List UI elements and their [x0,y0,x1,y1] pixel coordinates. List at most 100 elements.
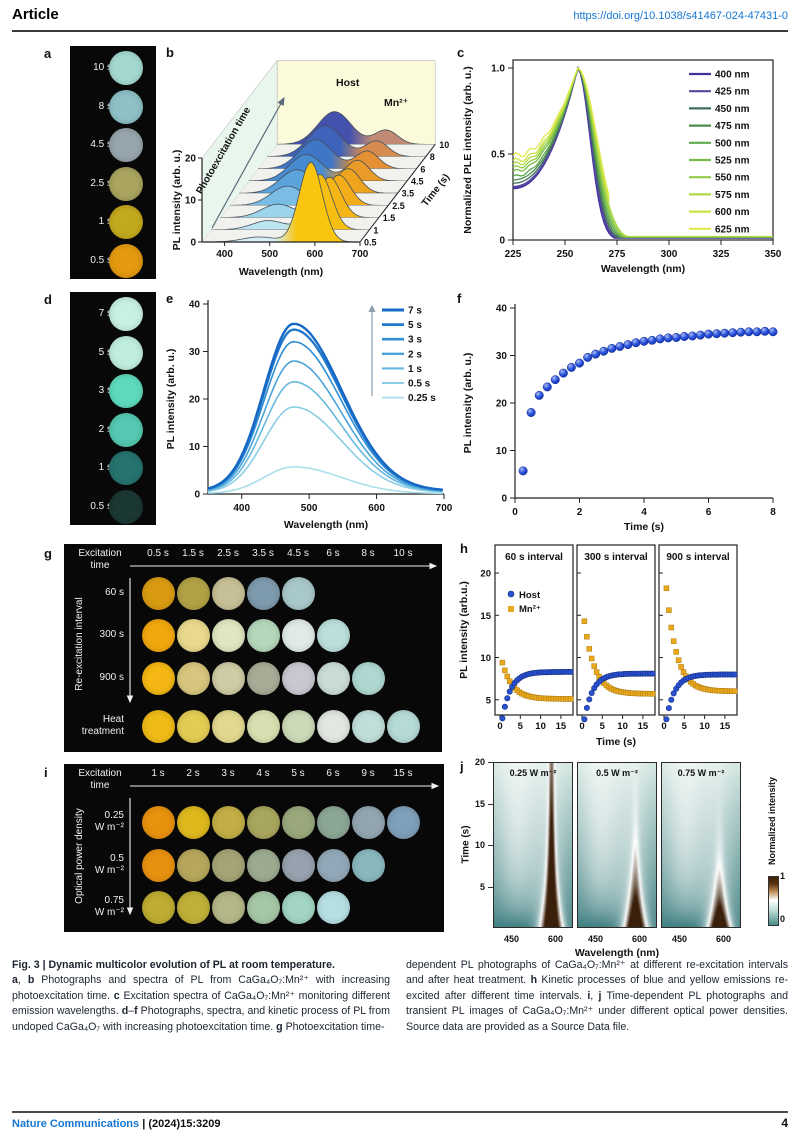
sample-photo [141,805,175,839]
sample-photo [109,297,143,331]
y-axis-label: Time (s) [460,825,472,864]
sample-photo [281,618,315,652]
panel-g-photo-grid: Excitation time 0.5 s 1.5 s 2.5 s 3.5 s 4.5 s 6… [64,544,442,752]
colorbar-label: Normalized intensity [767,776,777,866]
power-density-title: 0.75 W m⁻² [677,768,725,778]
mn-annotation: Mn²⁺ [384,97,408,109]
x-tick: 600 [547,934,564,944]
svg-text:250: 250 [557,249,574,260]
photo-time-label: 8 s [98,100,112,112]
mn-data-point [731,688,738,694]
panel-letter-j: j [460,759,464,774]
column-time-label: 10 s [393,548,413,559]
data-point [687,331,697,341]
sample-photo [316,618,350,652]
sample-photo [211,805,245,839]
svg-text:4: 4 [641,507,647,518]
legend-label: 425 nm [715,87,750,98]
svg-text:10: 10 [480,653,491,664]
svg-text:700: 700 [436,503,453,514]
svg-text:300: 300 [661,249,678,260]
host-data-point [586,696,593,703]
caption-text: a [12,974,18,987]
svg-text:10: 10 [535,721,546,732]
sample-photo [141,848,175,882]
photo-time-label: 7 s [98,308,112,319]
mn-data-point [673,649,679,655]
legend-label: 2 s [408,349,422,360]
host-data-point [670,690,677,697]
journal-name: Nature Communications [12,1118,140,1130]
footer-citation: Nature Communications | (2024)15:3209 [12,1118,221,1130]
legend-label: 7 s [408,306,422,317]
x-tick: 600 [715,934,732,944]
photo-time-label: 1 s [98,216,112,228]
svg-text:0: 0 [190,238,196,249]
sample-photo [109,490,143,524]
mn-data-point [678,664,684,670]
svg-text:20: 20 [185,154,197,165]
mn-data-point [675,657,682,664]
svg-text:10: 10 [699,721,710,732]
mn-data-point [668,624,675,631]
data-point [599,346,609,356]
sample-photo [176,576,210,610]
sample-photo [109,89,143,124]
panel-d-photo-strip: 7 s 5 s 3 s 2 s 1 s 0.5 s [70,292,156,525]
figure-caption-right: dependent PL photographs of CaGa₄O₇:Mn²⁺… [406,958,788,1035]
caption-text: Kinetic processes of blue and yellow emi… [406,974,788,1002]
panel-letter-e: e [166,291,174,306]
legend-label: 475 nm [715,121,750,132]
figure-caption-left: Fig. 3 | Dynamic multicolor evolution of… [12,958,390,1035]
x-tick: 450 [503,934,520,944]
x-axis-label: Wavelength (nm) [239,266,323,278]
data-point [526,408,536,417]
grid-arrows [126,562,438,704]
data-point [768,327,778,337]
data-point [575,358,584,368]
pl-curve [207,322,443,491]
legend-label: 1 s [408,364,422,375]
data-point [663,333,673,343]
sample-photo [246,805,280,839]
svg-text:0: 0 [661,721,666,732]
transient-pl-heatmap [577,762,657,928]
column-time-label: 0.5 s [147,548,169,559]
svg-text:15: 15 [638,721,649,732]
legend-label: 525 nm [715,156,750,167]
caption-text: Photographs, spectra, and kinetic proces… [12,1005,390,1033]
legend-host-label: Host [519,590,541,601]
doi-link[interactable]: https://doi.org/10.1038/s41467-024-47431… [573,10,788,22]
sample-photo [211,890,245,924]
svg-text:500: 500 [261,249,278,260]
excitation-time-header: Excitation time [78,768,122,791]
y-axis-label: Normalized PLE intensity (arb. u.) [462,66,474,233]
legend-mn-marker [508,606,514,612]
svg-text:30: 30 [189,347,201,358]
sample-photo [109,335,143,370]
colorbar [768,876,779,926]
photo-time-label: 2.5 s [90,177,112,189]
mn-data-point [588,655,595,662]
colorbar-tick-high: 1 [780,871,786,881]
grid-arrows [126,782,440,916]
photo-time-label: 0.5 s [90,255,112,266]
panel-c-ple-chart: 225 250 275 300 325 350 0 0.5 1.0 400 nm 425 nm 450… [455,44,788,284]
svg-text:20: 20 [480,569,491,580]
sample-photo [211,618,245,652]
data-point [744,327,754,337]
mn-data-point [593,669,600,675]
spectrum-curve [201,161,361,243]
data-point [534,390,544,400]
header-rule [12,30,788,32]
y-axis-label: PL intensity (arb. u.) [171,150,183,251]
column-time-label: 1.5 s [182,548,204,559]
host-data-point [581,716,588,723]
svg-text:0: 0 [194,490,200,501]
svg-text:0: 0 [499,236,505,247]
svg-text:325: 325 [713,249,730,260]
x-axis-label: Time (s) [624,521,664,533]
mn-data-point [581,618,588,624]
host-data-point [588,690,595,697]
sample-photo [176,890,210,924]
